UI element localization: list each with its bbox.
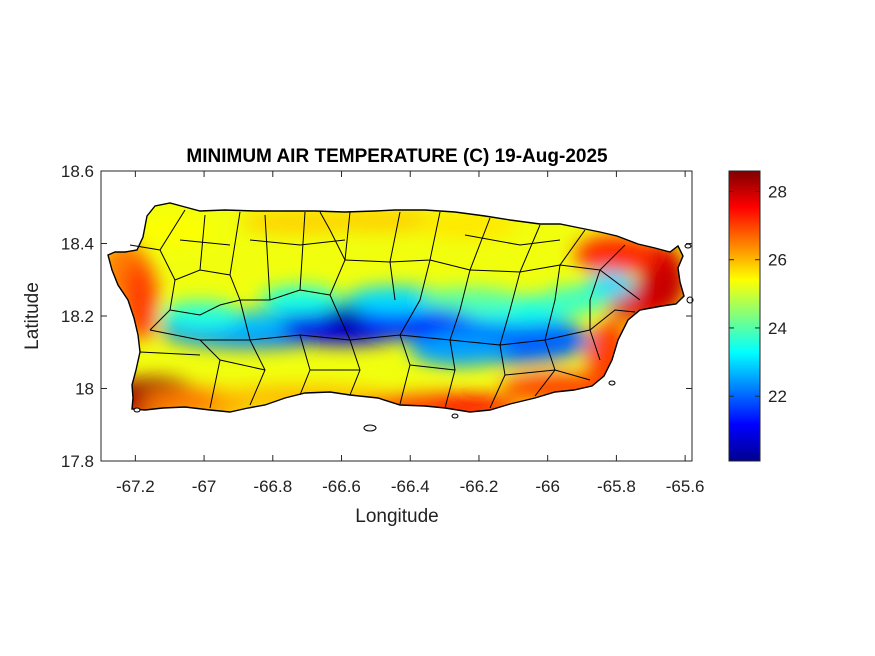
temperature-contours xyxy=(108,208,684,412)
x-tick-label: -67.2 xyxy=(116,477,155,496)
municipal-boundary xyxy=(449,269,471,341)
municipal-boundary xyxy=(239,299,251,341)
islet xyxy=(684,243,692,249)
x-tick-label: -65.6 xyxy=(666,477,705,496)
municipal-boundary xyxy=(249,239,346,246)
colorbar-tick-label: 24 xyxy=(768,319,787,338)
municipal-boundary xyxy=(464,234,561,246)
colorbar-ticks: 22 24 26 28 xyxy=(729,182,787,406)
municipal-boundary xyxy=(299,211,306,291)
municipal-boundary xyxy=(389,261,396,301)
municipal-boundary xyxy=(544,264,561,341)
island-outline xyxy=(107,202,685,413)
municipal-boundary xyxy=(264,214,271,301)
municipal-boundary xyxy=(399,259,431,336)
temperature-blob xyxy=(135,215,215,245)
temperature-blob xyxy=(410,334,510,366)
islet xyxy=(608,380,616,386)
y-tick-label: 18.2 xyxy=(61,307,94,326)
municipal-boundary xyxy=(249,334,311,396)
municipal-boundary xyxy=(589,269,601,330)
x-tick-label: -66.2 xyxy=(460,477,499,496)
colorbar-tick-label: 22 xyxy=(768,387,787,406)
x-tick-label: -67 xyxy=(192,477,217,496)
municipal-boundary xyxy=(174,269,241,301)
municipal-boundary xyxy=(200,339,266,406)
x-axis-ticks: -67.2 -67 -66.8 -66.6 -66.4 -66.2 -66 -65.8 -65.… xyxy=(116,171,705,496)
municipal-boundary xyxy=(449,339,506,409)
municipal-boundary xyxy=(299,334,361,396)
municipal-boundary xyxy=(409,364,456,371)
municipal-boundary xyxy=(149,329,221,409)
islet xyxy=(133,407,141,413)
x-tick-label: -66.4 xyxy=(391,477,430,496)
municipal-boundary xyxy=(179,239,231,246)
municipal-boundary xyxy=(499,339,556,397)
x-tick-label: -65.8 xyxy=(597,477,636,496)
plot-area: -67.2 -67 -66.8 -66.6 -66.4 -66.2 -66 -65.8 -65.… xyxy=(61,162,705,496)
municipal-boundary xyxy=(599,269,641,301)
municipal-boundary xyxy=(589,309,636,331)
y-tick-label: 18.6 xyxy=(61,162,94,181)
x-tick-label: -66 xyxy=(535,477,560,496)
colorbar-tick-label: 28 xyxy=(768,182,787,201)
islet xyxy=(363,424,377,432)
islet xyxy=(451,413,459,419)
municipal-boundary xyxy=(229,211,241,276)
x-tick-label: -66.8 xyxy=(253,477,292,496)
municipal-boundary xyxy=(504,369,591,381)
y-axis-label: Latitude xyxy=(22,282,43,350)
municipal-boundary xyxy=(399,334,456,409)
municipal-boundary xyxy=(329,294,351,341)
municipal-boundary xyxy=(159,209,186,251)
municipal-boundary xyxy=(499,271,521,346)
temperature-blob xyxy=(540,286,610,314)
municipal-boundary xyxy=(240,289,331,301)
x-tick-label: -66.6 xyxy=(322,477,361,496)
colorbar-tick-label: 26 xyxy=(768,251,787,270)
temperature-field xyxy=(108,203,684,412)
municipal-boundaries xyxy=(129,209,641,409)
y-tick-label: 18.4 xyxy=(61,235,94,254)
x-axis-label: Longitude xyxy=(355,506,438,527)
municipal-boundary xyxy=(139,351,201,356)
y-tick-label: 18 xyxy=(75,380,94,399)
municipal-boundary xyxy=(219,359,266,371)
y-axis-ticks: 17.8 18 18.2 18.4 18.6 xyxy=(61,162,692,471)
temperature-blob xyxy=(420,288,520,312)
chart-title: MINIMUM AIR TEMPERATURE (C) 19-Aug-2025 xyxy=(186,146,608,167)
municipal-boundary xyxy=(319,211,346,261)
municipal-boundary xyxy=(169,299,241,316)
y-tick-label: 17.8 xyxy=(61,452,94,471)
colorbar: 22 24 26 28 xyxy=(728,170,787,462)
colorbar-gradient xyxy=(728,170,761,462)
municipal-boundary xyxy=(349,334,411,405)
